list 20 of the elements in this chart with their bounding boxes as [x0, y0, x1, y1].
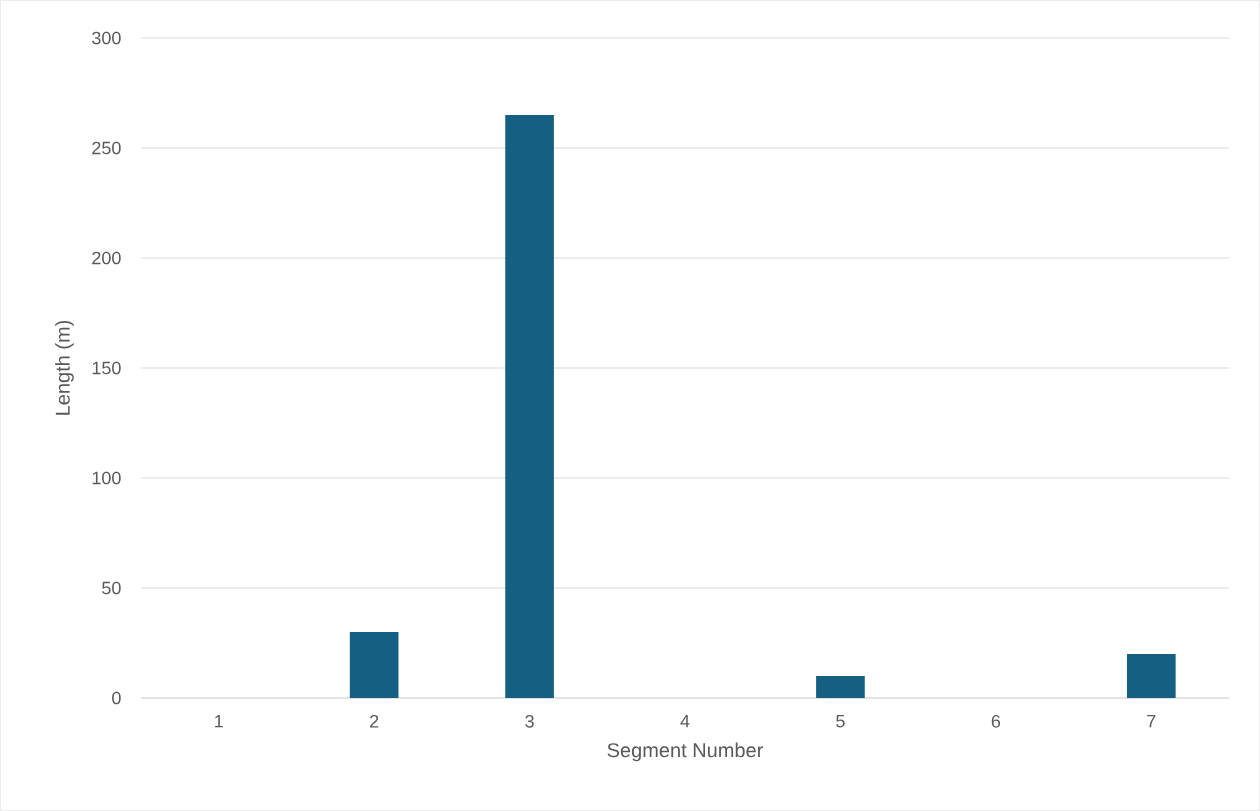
x-tick-label: 7 — [1147, 714, 1156, 728]
y-tick-label: 50 — [102, 581, 121, 595]
bar — [816, 676, 865, 698]
y-tick-label: 150 — [92, 361, 121, 375]
bar — [505, 115, 554, 698]
bar — [1126, 654, 1176, 698]
x-axis-title: Segment Number — [607, 742, 763, 762]
bar — [349, 632, 399, 698]
x-tick-label: 5 — [836, 714, 845, 728]
x-tick-label: 6 — [991, 714, 1001, 728]
x-tick-label: 1 — [215, 714, 223, 728]
y-tick-label: 200 — [92, 251, 121, 265]
x-tick-label: 2 — [370, 714, 379, 728]
y-tick-label: 250 — [92, 141, 121, 155]
x-tick-label: 4 — [680, 714, 690, 728]
y-tick-label: 300 — [92, 31, 121, 45]
y-tick-label: 0 — [112, 691, 121, 705]
x-tick-label: 3 — [525, 714, 534, 728]
y-tick-label: 100 — [92, 471, 121, 485]
y-axis-title: Length (m) — [55, 320, 74, 415]
